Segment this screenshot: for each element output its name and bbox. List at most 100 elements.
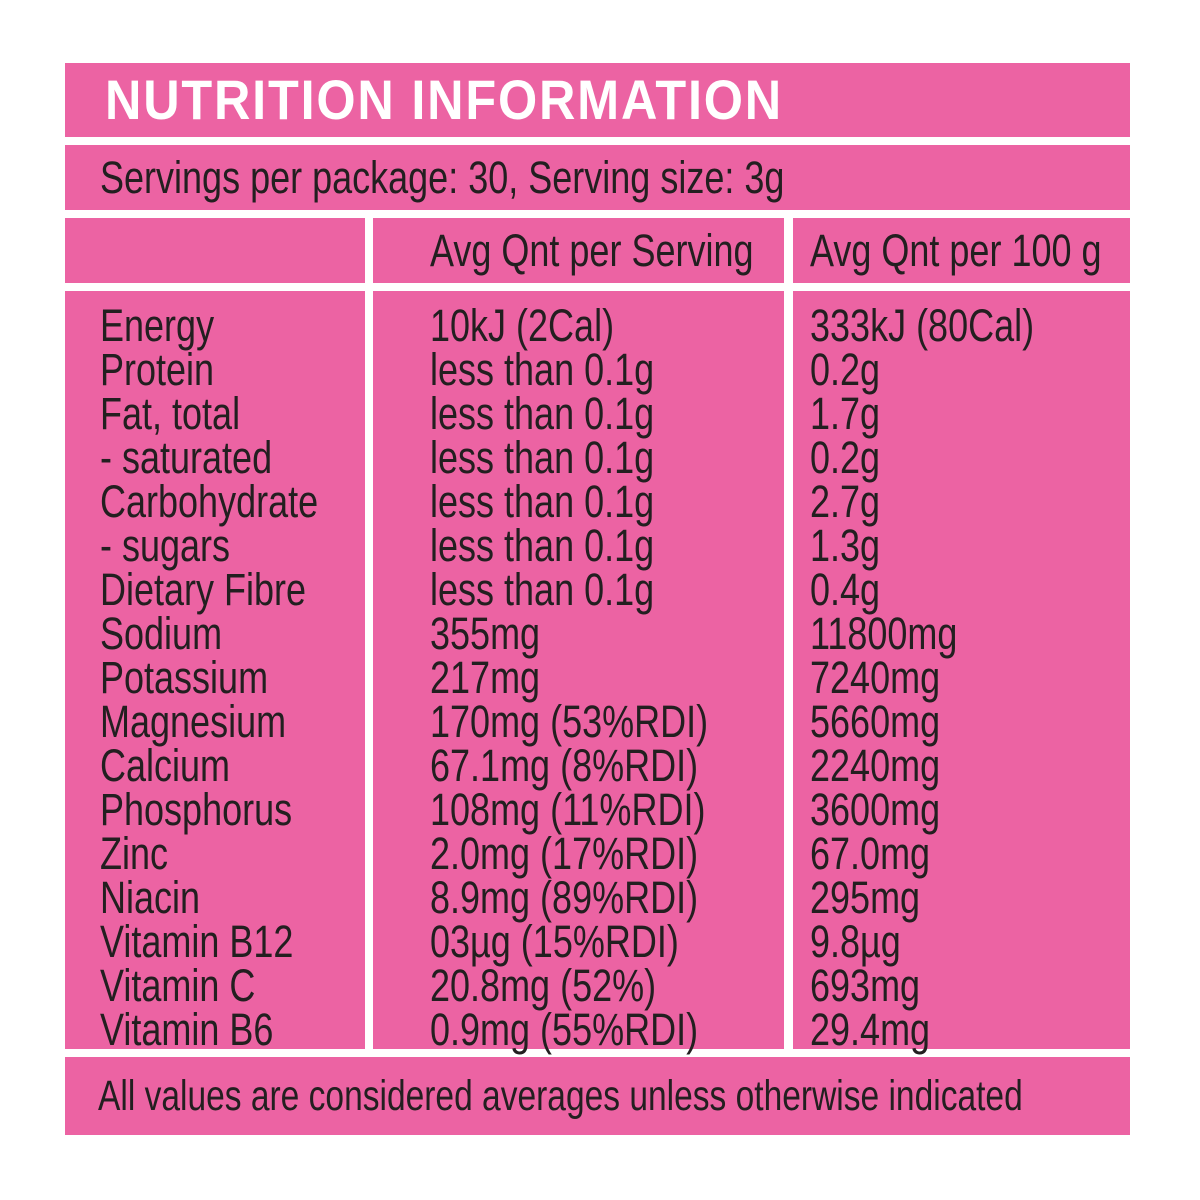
footer-note: All values are considered averages unles…: [98, 1071, 1023, 1120]
value-per-serving: 217mg: [430, 651, 541, 703]
nutrient-name: Vitamin B6: [100, 1003, 274, 1055]
column-nutrients: Energy Protein Fat, total - saturated Carboh…: [65, 291, 365, 1055]
nutrient-name: Vitamin B12: [100, 915, 294, 967]
value-per-100g: 0.4g: [810, 563, 881, 615]
value-per-100g: 0.2g: [810, 343, 881, 395]
table-row-line: 355mg: [430, 607, 784, 659]
value-per-100g: 5660mg: [810, 695, 941, 747]
value-per-serving: 03µg (15%RDI): [430, 915, 679, 967]
value-per-100g: 0.2g: [810, 431, 881, 483]
table-row-line: - saturated: [100, 431, 365, 483]
table-row-line: 0.9mg (55%RDI): [430, 1003, 784, 1055]
footer-band: All values are considered averages unles…: [65, 1057, 1130, 1135]
table-row-line: 0.4g: [810, 563, 1130, 615]
table-row-line: 5660mg: [810, 695, 1130, 747]
value-per-100g: 1.7g: [810, 387, 881, 439]
table-row-line: 10kJ (2Cal): [430, 303, 784, 348]
value-per-100g: 333kJ (80Cal): [810, 299, 1035, 351]
value-per-100g: 2.7g: [810, 475, 881, 527]
nutrient-name: Sodium: [100, 607, 223, 659]
table-row-line: 693mg: [810, 959, 1130, 1011]
table-row-line: 9.8µg: [810, 915, 1130, 967]
nutrient-name: Vitamin C: [100, 959, 256, 1011]
table-row-line: 295mg: [810, 871, 1130, 923]
value-per-serving: less than 0.1g: [430, 563, 655, 615]
table-row-line: Dietary Fibre: [100, 563, 365, 615]
nutrient-name: Potassium: [100, 651, 269, 703]
nutrient-name: - saturated: [100, 431, 273, 483]
table-row-line: 1.7g: [810, 387, 1130, 439]
table-row-line: 20.8mg (52%): [430, 959, 784, 1011]
table-row-line: 2240mg: [810, 739, 1130, 791]
table-row-line: 67.1mg (8%RDI): [430, 739, 784, 791]
nutrient-name: Protein: [100, 343, 215, 395]
value-per-100g: 67.0mg: [810, 827, 931, 879]
nutrient-name: Magnesium: [100, 695, 287, 747]
value-per-serving: 2.0mg (17%RDI): [430, 827, 699, 879]
table-row-line: Protein: [100, 343, 365, 395]
nutrient-name: Fat, total: [100, 387, 241, 439]
table-row-line: - sugars: [100, 519, 365, 571]
table-row-line: less than 0.1g: [430, 519, 784, 571]
value-per-100g: 693mg: [810, 959, 921, 1011]
value-per-100g: 2240mg: [810, 739, 941, 791]
table-row-line: 7240mg: [810, 655, 1130, 700]
table-row-line: Fat, total: [100, 387, 365, 439]
table-row-line: Magnesium: [100, 695, 365, 747]
table-row-line: Zinc: [100, 827, 365, 879]
table-row-line: 8.9mg (89%RDI): [430, 871, 784, 923]
table-row-line: Phosphorus: [100, 783, 365, 835]
nutrition-label: NUTRITION INFORMATION Servings per packa…: [65, 63, 1130, 1135]
table-row-line: 1.3g: [810, 519, 1130, 571]
value-per-serving: 67.1mg (8%RDI): [430, 739, 699, 791]
nutrient-name: Carbohydrate: [100, 475, 319, 527]
nutrient-name: - sugars: [100, 519, 231, 571]
table-row-line: Vitamin B6: [100, 1003, 365, 1055]
value-per-serving: less than 0.1g: [430, 475, 655, 527]
column-header-per-100g: Avg Qnt per 100 g: [810, 225, 1102, 276]
header-cell-per-serving: Avg Qnt per Serving: [373, 218, 784, 283]
table-body: Energy Protein Fat, total - saturated Carboh…: [65, 291, 1130, 1055]
table-row-line: 0.2g: [810, 431, 1130, 483]
table-row-line: 3600mg: [810, 787, 1130, 832]
table-row-line: 29.4mg: [810, 1003, 1130, 1055]
servings-info: Servings per package: 30, Serving size: …: [100, 152, 785, 203]
value-per-100g: 11800mg: [810, 607, 958, 659]
table-row-line: Sodium: [100, 607, 365, 659]
table-row-line: 11800mg: [810, 607, 1130, 659]
value-per-serving: less than 0.1g: [430, 431, 655, 483]
table-row-line: Calcium: [100, 739, 365, 791]
table-header-row: Avg Qnt per Serving Avg Qnt per 100 g: [65, 218, 1130, 283]
nutrient-name: Calcium: [100, 739, 231, 791]
column-values-per-100g: 333kJ (80Cal) 0.2g 1.7g 0.2g 2.7g 1.3g 0.4g 118…: [793, 291, 1130, 1055]
table-row-line: 0.2g: [810, 343, 1130, 395]
table-row-line: Potassium: [100, 651, 365, 703]
nutrient-name: Energy: [100, 299, 215, 351]
table-row-line: less than 0.1g: [430, 475, 784, 527]
nutrient-name: Zinc: [100, 827, 169, 879]
table-row-line: 67.0mg: [810, 827, 1130, 879]
value-per-100g: 1.3g: [810, 519, 881, 571]
table-row-line: 170mg (53%RDI): [430, 699, 784, 744]
nutrient-name: Dietary Fibre: [100, 563, 307, 615]
value-per-100g: 29.4mg: [810, 1003, 931, 1055]
value-per-serving: less than 0.1g: [430, 519, 655, 571]
value-per-100g: 295mg: [810, 871, 921, 923]
table-row-line: Carbohydrate: [100, 475, 365, 527]
table-row-line: less than 0.1g: [430, 431, 784, 483]
value-per-100g: 9.8µg: [810, 915, 901, 967]
table-row-line: less than 0.1g: [430, 347, 784, 392]
servings-band: Servings per package: 30, Serving size: …: [65, 145, 1130, 210]
value-per-serving: 20.8mg (52%): [430, 959, 657, 1011]
value-per-serving: 355mg: [430, 607, 541, 659]
table-row-line: 333kJ (80Cal): [810, 299, 1130, 351]
value-per-serving: 0.9mg (55%RDI): [430, 1003, 699, 1055]
column-header-per-serving: Avg Qnt per Serving: [430, 225, 754, 276]
nutrient-name: Phosphorus: [100, 783, 293, 835]
value-per-serving: 8.9mg (89%RDI): [430, 871, 699, 923]
column-values-per-serving: 10kJ (2Cal) less than 0.1g less than 0.1g l…: [373, 291, 784, 1055]
table-row-line: 217mg: [430, 651, 784, 703]
label-title: NUTRITION INFORMATION: [105, 68, 783, 131]
nutrient-name: Niacin: [100, 871, 201, 923]
table-row-line: 108mg (11%RDI): [430, 787, 784, 832]
